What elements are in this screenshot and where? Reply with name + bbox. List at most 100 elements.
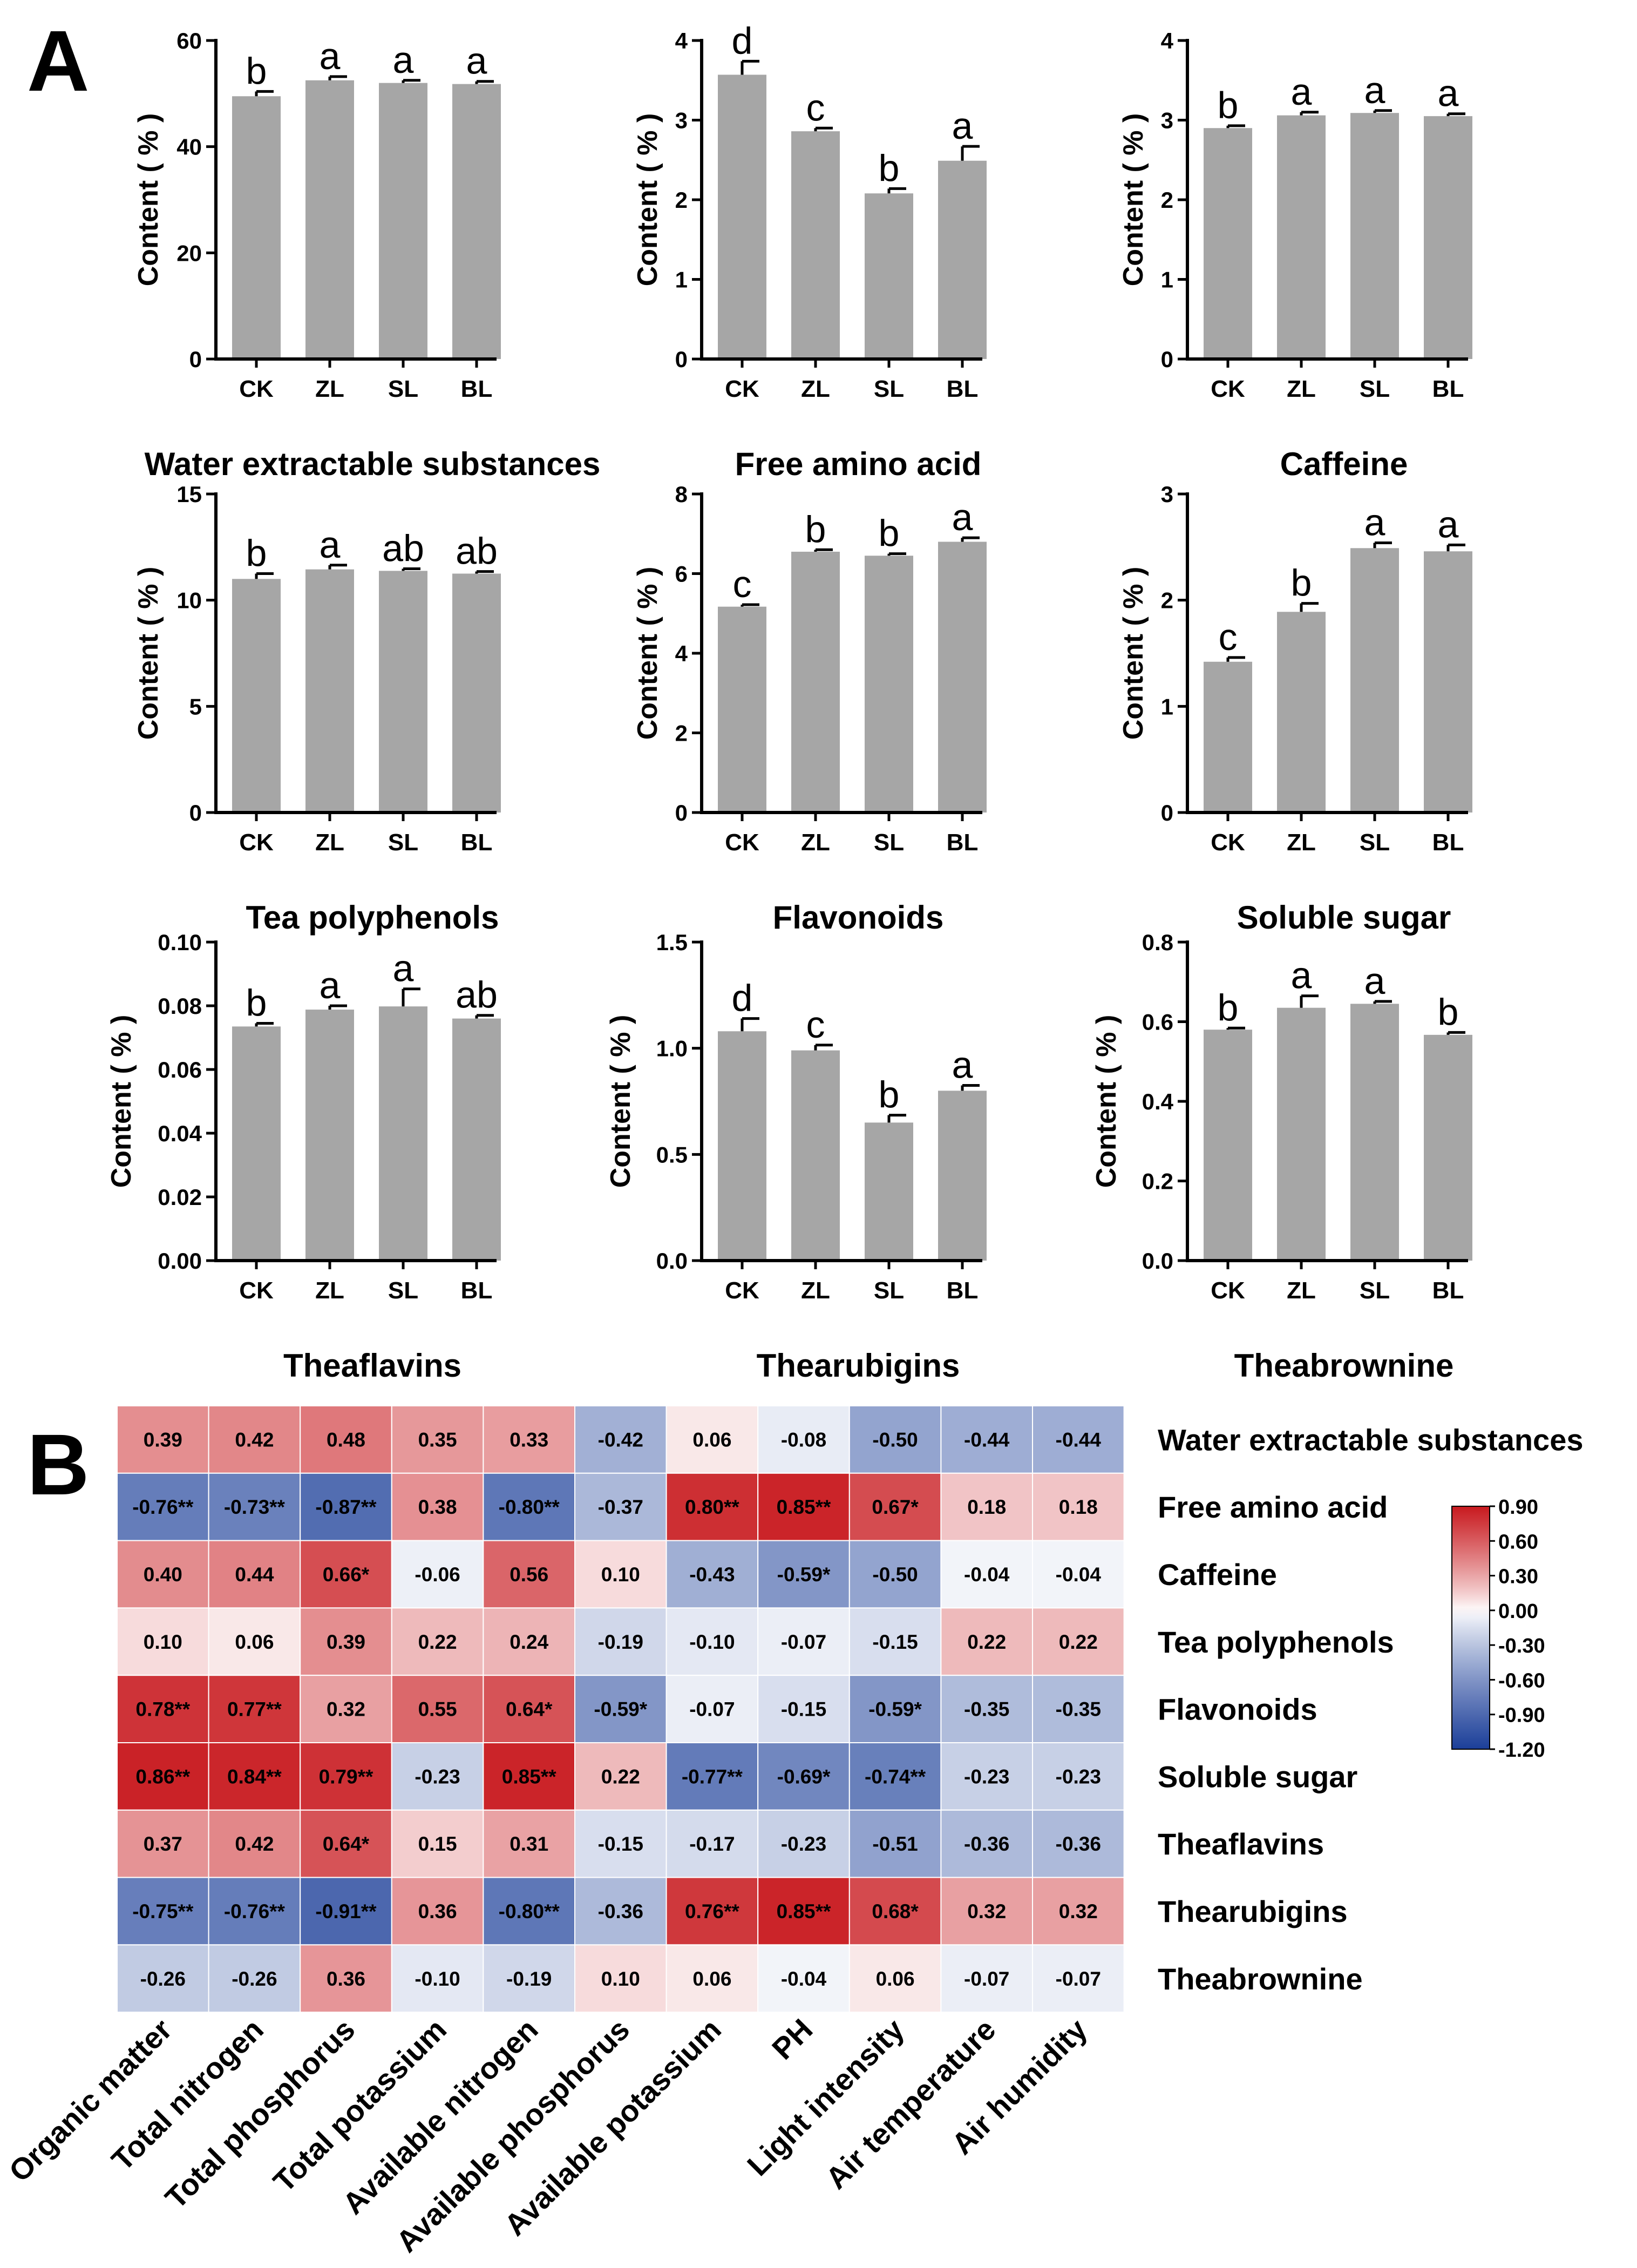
x-tick-label: BL: [1432, 829, 1464, 856]
heatmap-cell-label: -0.91**: [315, 1900, 377, 1922]
heatmap-cell: [1032, 1607, 1125, 1676]
heatmap-cell: [483, 1944, 576, 2013]
significance-letter: a: [952, 105, 973, 147]
x-tick-label: SL: [874, 829, 904, 856]
heatmap-cell-label: 0.85**: [502, 1765, 556, 1788]
heatmap-cell-label: -0.26: [140, 1968, 186, 1990]
y-tick-label: 0.08: [158, 993, 202, 1019]
significance-letter: a: [1291, 954, 1312, 997]
y-tick-label: 20: [176, 240, 202, 266]
bar-chart-2: d CK c ZL b SL a BL 0 1 2 3 4 Content ( % ) Free amino…: [632, 19, 987, 482]
significance-letter: a: [320, 964, 341, 1006]
heatmap-cell: [940, 1405, 1034, 1474]
bar: [1277, 115, 1326, 359]
heatmap-cell-label: 0.64*: [323, 1833, 370, 1855]
y-tick-label: 10: [176, 588, 202, 613]
heatmap-cell-label: 0.67*: [872, 1496, 919, 1518]
y-axis-label: Content ( % ): [106, 1015, 137, 1188]
heatmap-cell-label: 0.78**: [135, 1698, 190, 1721]
x-tick-label: CK: [1211, 376, 1245, 402]
bar: [718, 75, 766, 360]
heatmap-cell-label: 0.06: [876, 1968, 915, 1990]
heatmap-cell-label: 0.55: [418, 1698, 457, 1721]
bar: [1277, 612, 1326, 813]
x-tick-label: CK: [725, 1277, 759, 1304]
colorbar: [1451, 1506, 1490, 1750]
heatmap-cell-label: 0.10: [601, 1563, 640, 1586]
bar: [305, 80, 354, 359]
heatmap-cell-label: 0.42: [235, 1428, 274, 1451]
heatmap-cell: [300, 1809, 392, 1878]
y-tick-label: 60: [176, 28, 202, 53]
x-tick-label: BL: [461, 1277, 493, 1304]
heatmap-cell-label: 0.66*: [323, 1563, 370, 1586]
heatmap-cell-label: 0.40: [144, 1563, 182, 1586]
colorbar-tick-label: 0.60: [1498, 1531, 1538, 1553]
bar-chart-6: c CK b ZL a SL a BL 0 1 2 3 Content ( % ) Soluble sug…: [1118, 482, 1472, 936]
x-tick-label: CK: [1211, 1277, 1245, 1304]
heatmap-cell-label: 0.32: [327, 1698, 365, 1721]
heatmap-cell: [757, 1472, 850, 1541]
heatmap-cell-label: 0.64*: [506, 1698, 553, 1721]
heatmap-column-label: PH: [765, 2012, 819, 2066]
x-tick-label: ZL: [315, 1277, 344, 1304]
bar: [452, 1018, 501, 1261]
bar: [1204, 128, 1252, 359]
heatmap-cell-label: 0.86**: [135, 1765, 190, 1788]
heatmap-cell-label: 0.36: [418, 1900, 457, 1922]
heatmap-cell-label: -0.17: [689, 1833, 735, 1855]
heatmap-cell-label: -0.07: [781, 1631, 826, 1653]
bar: [865, 556, 913, 813]
x-tick-label: ZL: [801, 829, 830, 856]
heatmap-cell-label: -0.10: [415, 1968, 460, 1990]
heatmap-cell-label: 0.39: [327, 1631, 365, 1653]
x-tick-label: BL: [1432, 376, 1464, 402]
heatmap-cell-label: -0.59*: [777, 1563, 831, 1586]
heatmap-cell-label: 0.32: [967, 1900, 1006, 1922]
heatmap-cell-label: -0.76**: [132, 1496, 194, 1518]
heatmap-cell: [483, 1809, 576, 1878]
heatmap-cell-label: 0.35: [418, 1428, 457, 1451]
correlation-heatmap: 0.39 0.42 0.48 0.35 0.33 -0.42 0.06 -0.08 -0.50 -…: [2, 1405, 1583, 2259]
bar: [1277, 1007, 1326, 1261]
y-axis-label: Content ( % ): [632, 113, 663, 287]
heatmap-cell: [848, 1405, 942, 1474]
heatmap-cell-label: -0.42: [598, 1428, 643, 1451]
heatmap-cell: [848, 1540, 942, 1609]
significance-letter: a: [952, 1044, 973, 1086]
heatmap-cell: [483, 1877, 576, 1946]
heatmap-cell-label: 0.22: [967, 1631, 1006, 1653]
y-tick-label: 15: [176, 482, 202, 507]
y-tick-label: 4: [675, 28, 688, 53]
significance-letter: b: [879, 147, 900, 189]
x-tick-label: ZL: [315, 376, 344, 402]
heatmap-cell-label: -0.15: [872, 1631, 918, 1653]
x-tick-label: ZL: [1287, 829, 1316, 856]
chart-title: Caffeine: [1280, 446, 1408, 482]
heatmap-cell: [940, 1742, 1034, 1811]
heatmap-cell: [300, 1742, 392, 1811]
heatmap-cell-label: 0.22: [601, 1765, 640, 1788]
heatmap-cell: [117, 1944, 209, 2013]
y-tick-label: 0.2: [1142, 1169, 1173, 1194]
bar: [1424, 116, 1472, 359]
heatmap-cell-label: -0.76**: [224, 1900, 286, 1922]
heatmap-cell-label: -0.07: [689, 1698, 735, 1721]
bar-chart-7: b CK a ZL a SL ab BL 0.00 0.02 0.04 0.06 0.08 0.10 Con…: [106, 930, 501, 1384]
significance-letter: b: [1438, 991, 1459, 1033]
bar: [718, 1031, 766, 1261]
significance-letter: c: [806, 86, 825, 128]
heatmap-cell-label: 0.24: [510, 1631, 548, 1653]
heatmap-cell: [848, 1809, 942, 1878]
bar: [718, 606, 766, 813]
y-tick-label: 2: [675, 721, 688, 746]
heatmap-cell: [208, 1742, 301, 1811]
heatmap-cell: [208, 1944, 301, 2013]
heatmap-column-label: Air temperature: [819, 2012, 1002, 2195]
y-axis-label: Content ( % ): [133, 113, 164, 287]
y-tick-label: 0.10: [158, 930, 202, 955]
significance-letter: c: [733, 563, 752, 605]
heatmap-cell-label: 0.18: [1059, 1496, 1098, 1518]
heatmap-cell-label: -0.23: [1056, 1765, 1101, 1788]
